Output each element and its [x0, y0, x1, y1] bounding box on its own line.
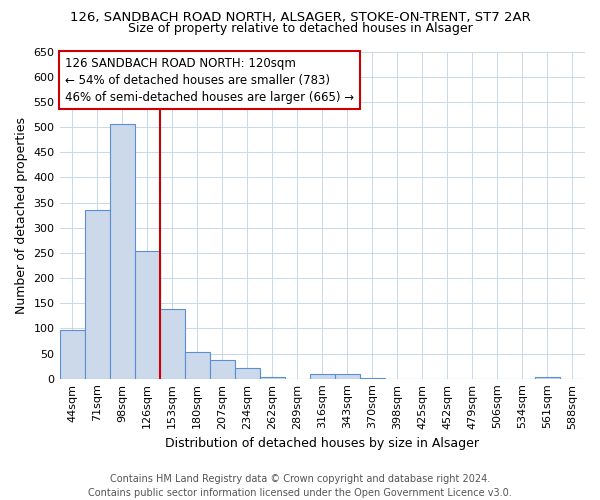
Bar [85, 210, 110, 378]
Bar [535, 376, 560, 378]
Y-axis label: Number of detached properties: Number of detached properties [15, 116, 28, 314]
Bar [335, 374, 360, 378]
Bar [59, 330, 85, 378]
Bar [235, 368, 260, 378]
Bar [185, 352, 209, 378]
Bar [110, 124, 134, 378]
Bar [160, 309, 185, 378]
Text: 126, SANDBACH ROAD NORTH, ALSAGER, STOKE-ON-TRENT, ST7 2AR: 126, SANDBACH ROAD NORTH, ALSAGER, STOKE… [70, 11, 530, 24]
Bar [134, 251, 160, 378]
Bar [260, 376, 285, 378]
Text: Contains HM Land Registry data © Crown copyright and database right 2024.
Contai: Contains HM Land Registry data © Crown c… [88, 474, 512, 498]
Text: 126 SANDBACH ROAD NORTH: 120sqm
← 54% of detached houses are smaller (783)
46% o: 126 SANDBACH ROAD NORTH: 120sqm ← 54% of… [65, 56, 353, 104]
X-axis label: Distribution of detached houses by size in Alsager: Distribution of detached houses by size … [165, 437, 479, 450]
Bar [209, 360, 235, 378]
Bar [310, 374, 335, 378]
Text: Size of property relative to detached houses in Alsager: Size of property relative to detached ho… [128, 22, 472, 35]
